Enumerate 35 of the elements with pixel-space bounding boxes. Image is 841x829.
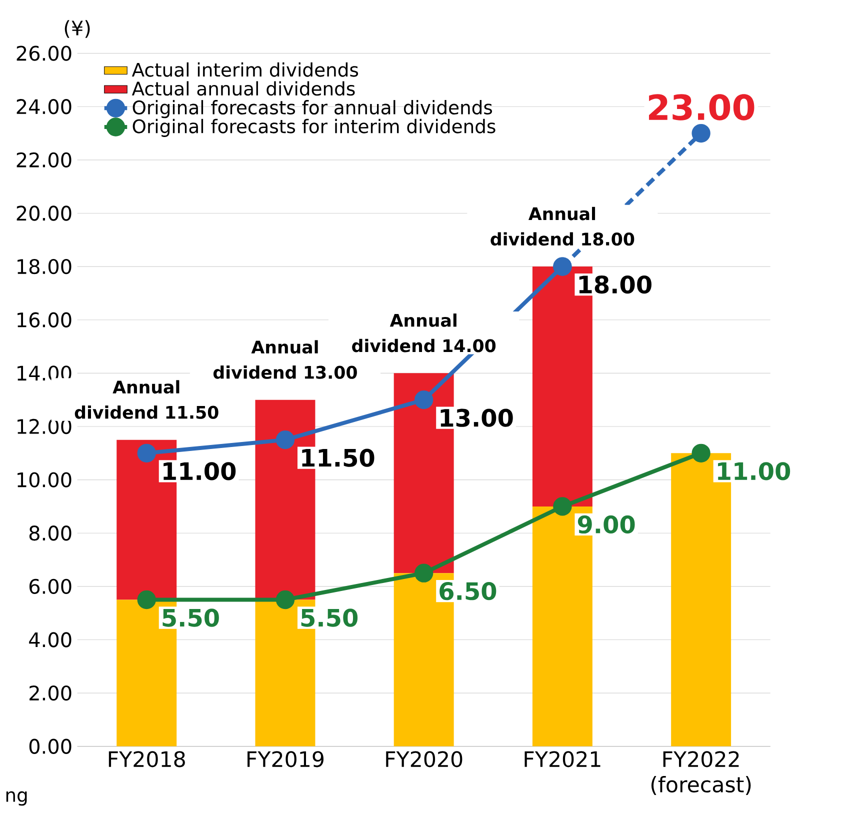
- legend-label: Actual annual dividends: [132, 81, 355, 96]
- y-tick-label: 4.00: [29, 632, 72, 648]
- text: ng: [6, 791, 27, 806]
- y-tick-label: 2.00: [30, 685, 72, 701]
- legend-label: Original forecasts for annual dividends: [132, 100, 492, 118]
- data-label: 11.00: [164, 462, 236, 480]
- y-axis-title: (¥): [64, 20, 90, 38]
- x-tick-label: FY2020: [386, 751, 462, 768]
- x-tick-label: FY2019: [248, 751, 324, 768]
- y-tick-label: 18.00: [18, 258, 72, 274]
- y-tick-label: 20.00: [16, 206, 72, 221]
- y-tick-label: 0.00: [29, 738, 72, 754]
- data-label: 9.00: [578, 515, 635, 534]
- y-tick-label: 6.00: [29, 578, 72, 594]
- annotation: Annual dividend 18.00: [490, 206, 634, 246]
- data-label: 23.00: [648, 94, 754, 120]
- data-label: 11.00: [718, 462, 790, 480]
- x-tick-label: FY2021: [524, 751, 600, 768]
- legend-label: Actual interim dividends: [132, 62, 358, 77]
- y-tick-label: 8.00: [29, 526, 72, 541]
- data-label: 18.00: [579, 275, 652, 294]
- data-label: 5.50: [301, 608, 358, 627]
- annotation: Annual dividend 11.50: [74, 380, 218, 419]
- y-tick-label: 26.00: [16, 46, 72, 61]
- y-tick-label: 22.00: [16, 152, 72, 168]
- data-label: 6.50: [440, 582, 496, 600]
- x-tick-label: FY2022 (forecast): [651, 751, 751, 796]
- data-label: 5.50: [162, 608, 219, 627]
- data-label: 13.00: [440, 408, 513, 427]
- data-label: 11.50: [302, 448, 374, 467]
- x-tick-label: FY2018: [108, 751, 185, 768]
- legend-label: Original forecasts for interim dividends: [132, 118, 496, 137]
- y-tick-label: 24.00: [16, 99, 72, 114]
- y-tick-label: 10.00: [18, 472, 72, 488]
- y-tick-label: 16.00: [18, 312, 72, 328]
